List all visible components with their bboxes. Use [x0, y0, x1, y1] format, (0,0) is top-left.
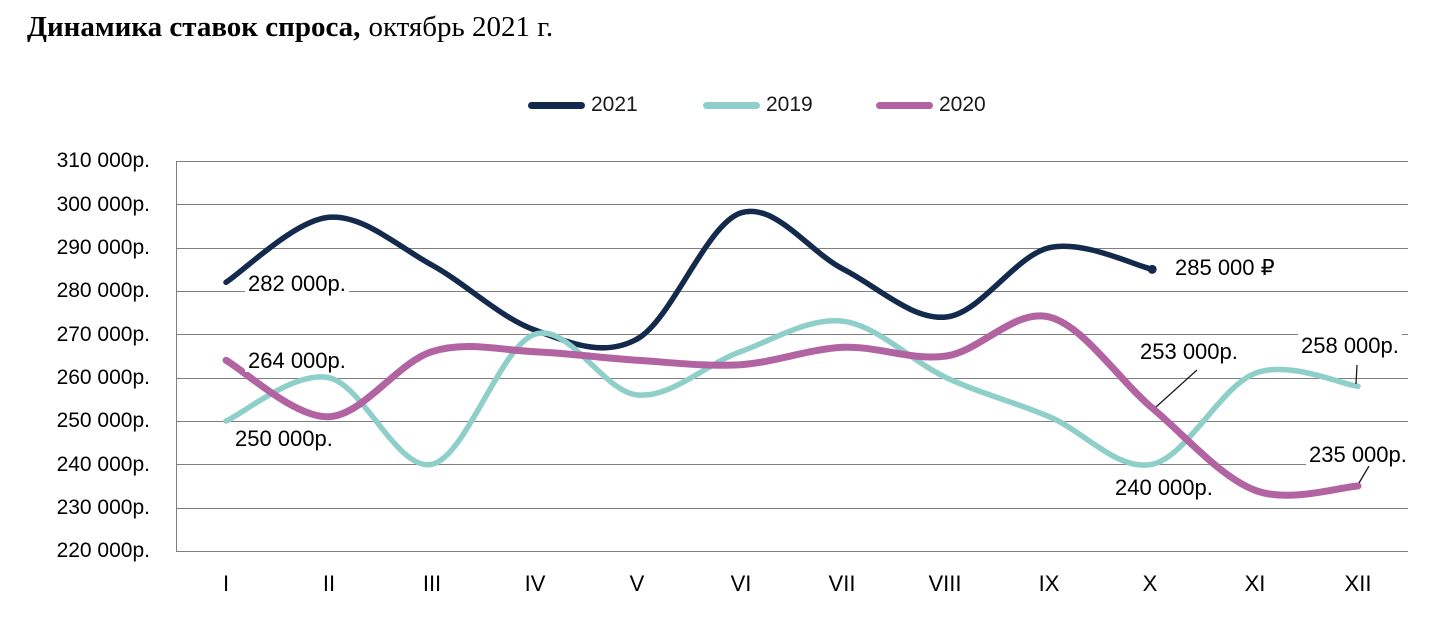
data-label-2021-end: 285 000 ₽ [1172, 256, 1278, 279]
x-tick-month-7: VII [828, 571, 856, 596]
series-line-2021 [223, 208, 1155, 351]
x-tick-month-5: V [629, 571, 645, 596]
annotation-leader-lines [1155, 364, 1370, 484]
x-tick-month-9: IX [1038, 571, 1060, 596]
y-tick-270000: 270 000р. [56, 323, 150, 346]
x-tick-month-2: II [322, 571, 336, 596]
x-tick-month-3: III [422, 571, 442, 596]
x-tick-month-10: X [1142, 571, 1158, 596]
data-label-2020-start: 264 000р. [245, 349, 349, 372]
legend-label-2019: 2019 [766, 93, 813, 116]
series-end-dot-2021 [1147, 264, 1157, 274]
legend-label-2020: 2020 [939, 93, 986, 116]
legend-swatch-2019 [703, 101, 760, 109]
y-tick-250000: 250 000р. [56, 409, 150, 432]
leader-line-253 [1155, 369, 1198, 408]
legend-item-2020: 2020 [876, 93, 986, 117]
data-label-2020-end: 235 000р. [1306, 443, 1410, 466]
legend-swatch-2021 [528, 101, 585, 109]
legend-swatch-2020 [876, 101, 933, 109]
y-tick-290000: 290 000р. [56, 236, 150, 259]
series-line-2020 [222, 312, 1362, 499]
gridlines [176, 161, 1408, 552]
y-tick-300000: 300 000р. [56, 193, 150, 216]
leader-line-258 [1355, 364, 1358, 385]
y-tick-310000: 310 000р. [56, 149, 150, 172]
y-tick-240000: 240 000р. [56, 453, 150, 476]
chart-title-subtitle: октябрь 2021 г. [368, 11, 554, 43]
x-tick-month-11: XI [1244, 571, 1266, 596]
y-tick-220000: 220 000р. [56, 539, 150, 562]
x-tick-month-8: VIII [928, 571, 962, 596]
x-tick-month-1: I [222, 571, 230, 596]
x-tick-month-12: XII [1344, 571, 1372, 596]
legend-label-2021: 2021 [591, 93, 638, 116]
y-tick-280000: 280 000р. [56, 279, 150, 302]
x-tick-month-6: VI [730, 571, 752, 596]
series-line-2019 [223, 318, 1361, 468]
legend-item-2021: 2021 [528, 93, 638, 117]
x-tick-month-4: IV [524, 571, 546, 596]
data-label-2020-october: 253 000р. [1137, 340, 1241, 363]
chart-title-main: Динамика ставок спроса, [27, 11, 361, 43]
y-tick-230000: 230 000р. [56, 496, 150, 519]
series-lines [222, 208, 1362, 499]
chart-title: Динамика ставок спроса, октябрь 2021 г. [27, 10, 553, 44]
data-label-2019-october: 240 000р. [1112, 476, 1216, 499]
y-tick-260000: 260 000р. [56, 366, 150, 389]
data-label-2019-start: 250 000р. [232, 427, 336, 450]
leader-line-235 [1358, 465, 1370, 484]
data-label-2021-start: 282 000р. [245, 272, 349, 295]
legend-item-2019: 2019 [703, 93, 813, 117]
data-label-2019-end: 258 000р. [1298, 334, 1402, 357]
